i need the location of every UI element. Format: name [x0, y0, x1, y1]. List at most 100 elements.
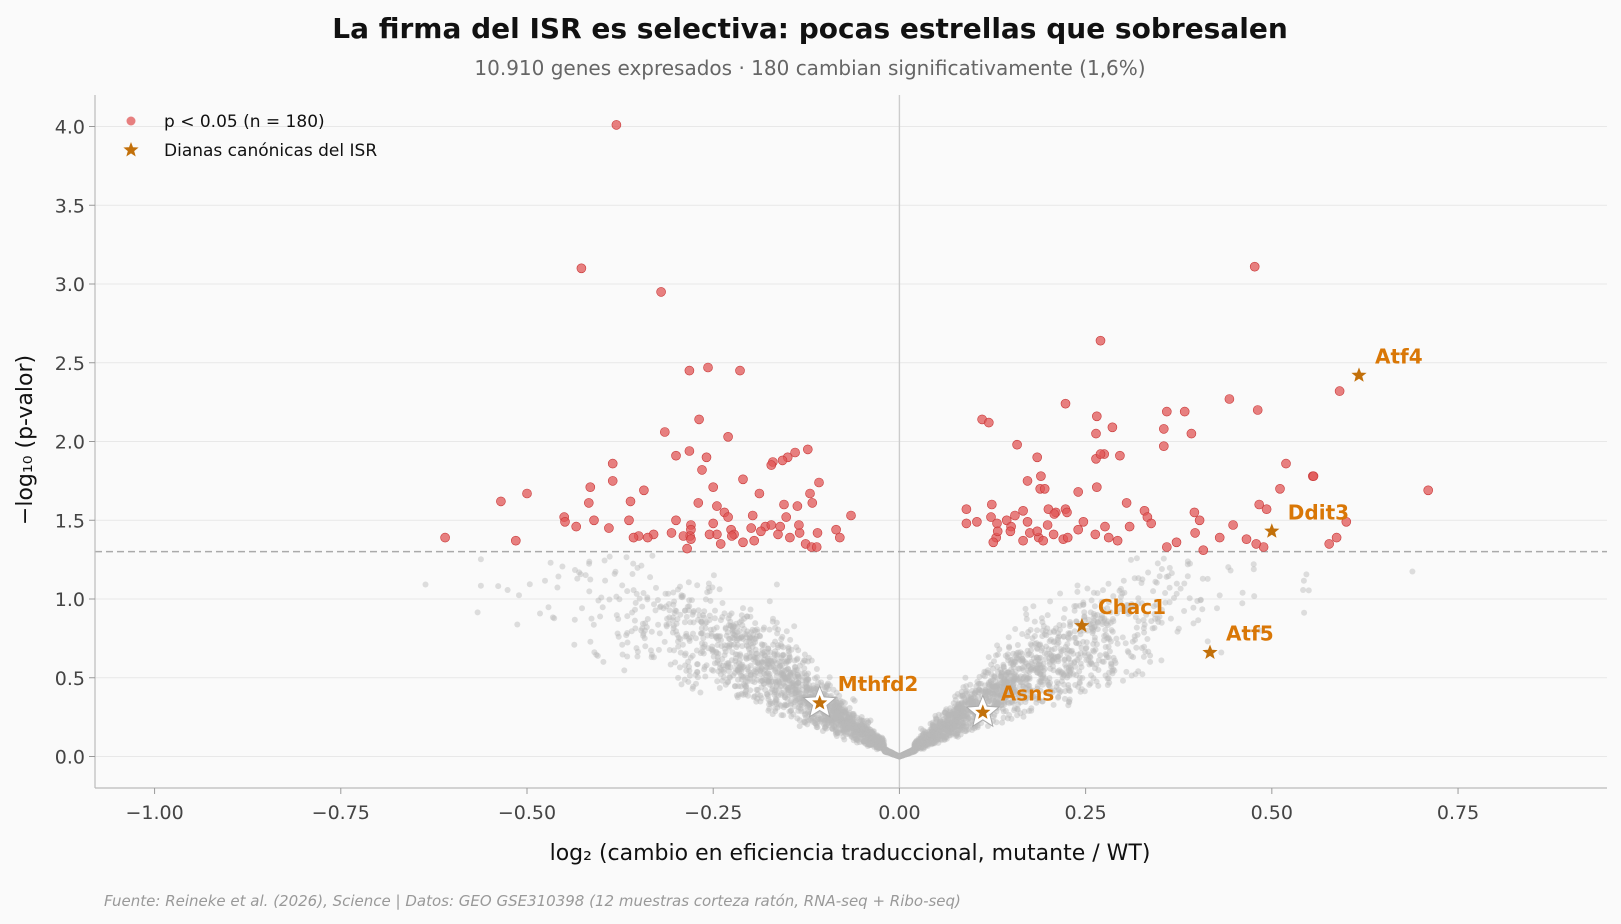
nonsignificant-point — [1013, 674, 1020, 681]
nonsignificant-point — [860, 731, 867, 738]
nonsignificant-point — [976, 673, 983, 680]
significant-point — [1261, 504, 1272, 515]
nonsignificant-point — [1046, 651, 1053, 657]
nonsignificant-point — [992, 678, 999, 685]
significant-point — [1095, 335, 1106, 346]
nonsignificant-point — [785, 648, 792, 655]
nonsignificant-point — [940, 723, 947, 730]
nonsignificant-point — [927, 720, 934, 727]
nonsignificant-point — [880, 739, 887, 746]
nonsignificant-point — [663, 621, 670, 628]
nonsignificant-point — [945, 714, 952, 721]
nonsignificant-point — [726, 622, 732, 629]
nonsignificant-point — [826, 674, 833, 681]
significant-point — [1018, 535, 1028, 546]
nonsignificant-point — [1027, 666, 1034, 673]
nonsignificant-point — [695, 607, 702, 614]
nonsignificant-point — [929, 728, 936, 734]
nonsignificant-point — [972, 695, 979, 702]
nonsignificant-point — [955, 721, 962, 728]
nonsignificant-point — [953, 727, 960, 734]
nonsignificant-point — [875, 736, 882, 743]
nonsignificant-point — [655, 646, 662, 653]
significant-point — [1159, 424, 1169, 434]
nonsignificant-point — [708, 666, 715, 673]
nonsignificant-point — [870, 742, 876, 749]
nonsignificant-point — [929, 736, 936, 743]
significant-point — [1324, 539, 1334, 549]
nonsignificant-point — [1041, 665, 1048, 672]
nonsignificant-point — [829, 725, 836, 732]
nonsignificant-point — [752, 627, 758, 634]
nonsignificant-point — [686, 603, 693, 610]
nonsignificant-point — [1046, 661, 1053, 667]
nonsignificant-point — [986, 686, 992, 693]
nonsignificant-point — [933, 731, 940, 738]
nonsignificant-point — [906, 750, 913, 757]
nonsignificant-point — [726, 673, 733, 680]
nonsignificant-point — [898, 752, 905, 759]
nonsignificant-point — [839, 727, 846, 734]
nonsignificant-point — [1132, 671, 1139, 678]
nonsignificant-point — [973, 683, 980, 690]
nonsignificant-point — [950, 715, 957, 722]
nonsignificant-point — [784, 673, 791, 680]
nonsignificant-point — [770, 615, 776, 622]
nonsignificant-point — [734, 694, 741, 701]
nonsignificant-point — [793, 678, 800, 685]
nonsignificant-point — [988, 681, 995, 688]
y-tick-label: 2.5 — [55, 353, 85, 375]
nonsignificant-point — [794, 680, 801, 687]
nonsignificant-point — [1155, 618, 1162, 625]
nonsignificant-point — [902, 750, 909, 757]
nonsignificant-point — [1040, 660, 1047, 667]
nonsignificant-point — [833, 713, 840, 720]
nonsignificant-point — [788, 700, 795, 707]
nonsignificant-point — [1001, 667, 1008, 674]
nonsignificant-point — [1076, 679, 1083, 686]
nonsignificant-point — [1021, 663, 1028, 670]
nonsignificant-point — [916, 736, 923, 743]
nonsignificant-point — [1109, 628, 1116, 635]
nonsignificant-point — [776, 679, 783, 686]
nonsignificant-point — [671, 610, 678, 616]
nonsignificant-point — [576, 569, 583, 576]
nonsignificant-point — [986, 694, 993, 700]
nonsignificant-point — [991, 698, 998, 705]
nonsignificant-point — [624, 630, 631, 636]
nonsignificant-point — [764, 660, 771, 667]
nonsignificant-point — [919, 731, 926, 738]
nonsignificant-point — [1158, 566, 1165, 572]
nonsignificant-point — [790, 680, 797, 687]
nonsignificant-point — [1105, 618, 1112, 625]
significant-point — [693, 498, 704, 508]
nonsignificant-point — [912, 743, 919, 750]
nonsignificant-point — [963, 723, 970, 730]
nonsignificant-point — [743, 683, 750, 690]
nonsignificant-point — [955, 716, 962, 723]
nonsignificant-point — [809, 715, 816, 722]
chart-title: La firma del ISR es selectiva: pocas est… — [332, 12, 1288, 45]
nonsignificant-point — [700, 650, 707, 657]
nonsignificant-point — [599, 604, 606, 611]
nonsignificant-point — [692, 671, 699, 678]
nonsignificant-point — [675, 634, 682, 641]
significant-point — [1036, 471, 1046, 482]
nonsignificant-point — [936, 730, 943, 737]
x-axis-label: log₂ (cambio en eficiencia traduccional,… — [550, 841, 1151, 866]
nonsignificant-point — [937, 718, 944, 725]
nonsignificant-point — [1030, 687, 1036, 694]
nonsignificant-point — [1094, 618, 1101, 625]
nonsignificant-point — [957, 725, 964, 732]
nonsignificant-point — [702, 673, 709, 680]
nonsignificant-point — [905, 749, 911, 756]
nonsignificant-point — [1038, 674, 1045, 681]
nonsignificant-point — [883, 748, 890, 755]
nonsignificant-point — [1015, 665, 1022, 672]
significant-point — [1275, 483, 1285, 494]
nonsignificant-point — [924, 732, 931, 739]
nonsignificant-point — [773, 696, 780, 703]
nonsignificant-point — [1186, 595, 1193, 602]
nonsignificant-point — [956, 704, 963, 711]
significant-point — [639, 485, 649, 496]
